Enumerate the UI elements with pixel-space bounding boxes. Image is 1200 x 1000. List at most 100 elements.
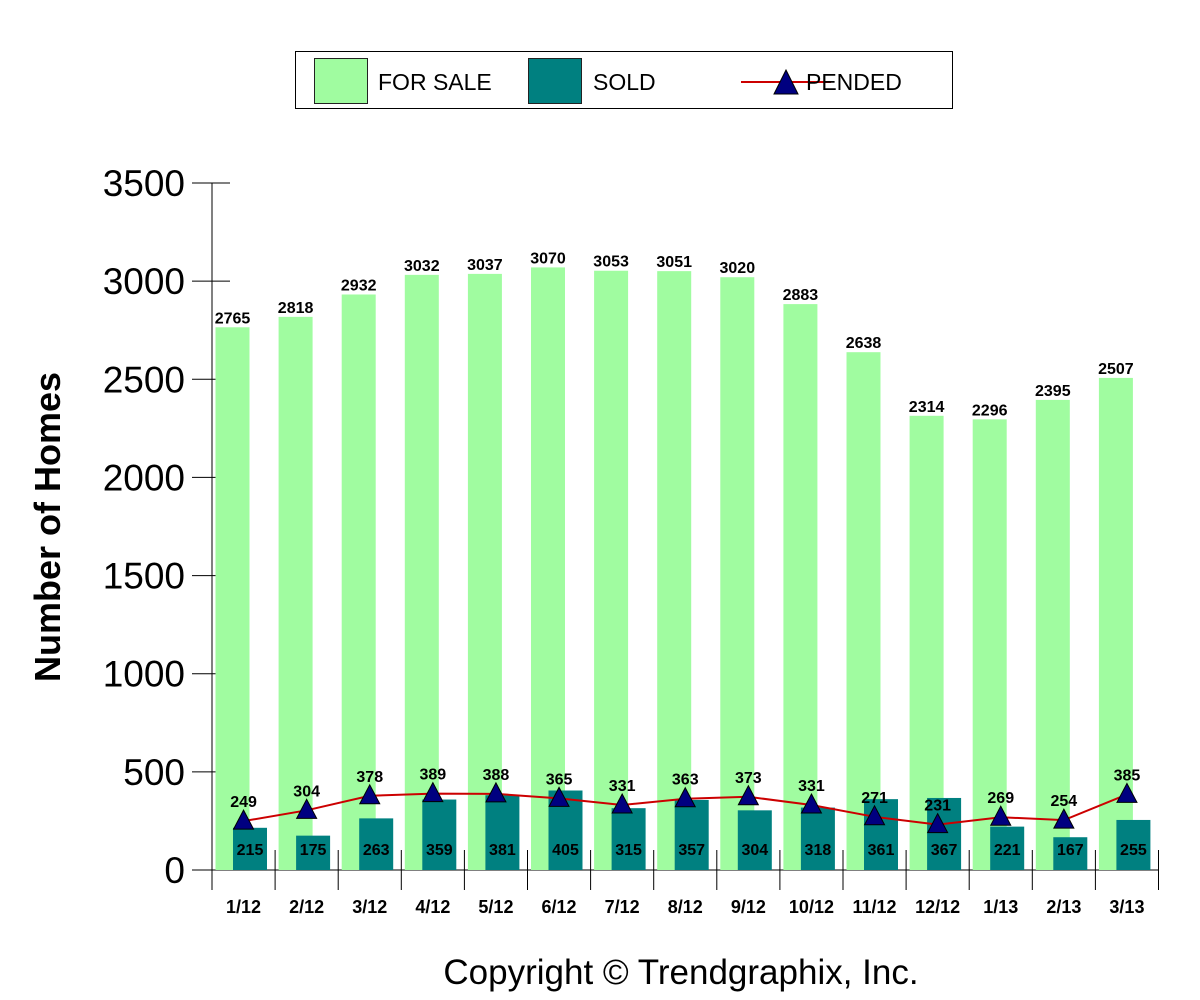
legend-swatch-pended [741,68,831,95]
x-tick-label: 8/12 [668,897,703,917]
x-tick-label: 6/12 [542,897,577,917]
data-label-for-sale: 3070 [530,250,566,267]
data-label-for-sale: 2765 [215,310,251,327]
y-tick-label: 1500 [103,556,185,597]
x-tick-label: 1/12 [226,897,261,917]
data-label-for-sale: 2638 [846,335,882,352]
data-label-pended: 269 [987,790,1014,807]
bar-for-sale [783,304,818,870]
bar-sold [611,808,646,870]
marker-pended [1116,782,1138,803]
bar-for-sale [531,267,565,871]
y-tick-label: 1000 [103,654,185,695]
bar-sold [864,799,898,870]
data-label-for-sale: 2395 [1035,383,1071,400]
bar-for-sale [972,419,1007,870]
x-tick-label: 2/12 [289,897,324,917]
data-label-pended: 304 [293,783,320,800]
x-tick-label: 1/13 [983,897,1018,917]
bar-for-sale [657,271,692,870]
data-label-pended: 271 [861,790,888,807]
bar-sold [927,797,962,870]
y-tick-label: 3500 [103,163,185,204]
marker-pended [1053,808,1075,829]
data-label-sold: 381 [489,842,516,859]
bar-sold [800,807,835,870]
bar-sold [737,810,772,870]
data-label-for-sale: 3037 [467,257,503,274]
y-tick-label: 2000 [103,457,185,498]
data-label-for-sale: 3053 [593,254,629,271]
data-label-sold: 405 [552,842,579,859]
x-tick-label: 10/12 [789,897,834,917]
data-label-pended: 331 [798,778,825,795]
data-label-for-sale: 2932 [341,277,377,294]
marker-pended [989,805,1012,826]
data-label-pended: 231 [924,798,951,815]
y-tick-label: 3000 [103,261,185,302]
x-tick-label: 3/12 [352,897,387,917]
data-label-pended: 385 [1114,767,1141,784]
legend-swatch-sold [528,58,582,104]
data-label-for-sale: 2883 [783,287,819,304]
x-tick-label: 5/12 [478,897,513,917]
bar-sold [1053,837,1088,870]
data-label-sold: 367 [931,842,958,859]
data-label-sold: 318 [805,842,832,859]
data-label-sold: 304 [741,842,768,859]
legend-label-sold: SOLD [593,69,656,95]
data-label-pended: 388 [483,767,510,784]
marker-pended [611,792,633,814]
marker-pended [485,781,507,803]
data-label-pended: 365 [546,771,573,788]
data-label-sold: 315 [615,842,642,859]
marker-pended [926,812,949,834]
bar-sold [233,827,267,870]
bar-for-sale [341,294,376,870]
legend-swatch-for-sale [314,58,368,104]
bar-sold [422,799,457,870]
copyright-notice: Copyright © Trendgraphix, Inc. [443,953,919,992]
y-tick-label: 0 [164,850,185,891]
data-label-pended: 389 [419,767,446,784]
bar-for-sale [467,273,502,871]
data-label-for-sale: 3020 [720,260,756,277]
data-label-pended: 373 [735,770,762,787]
bar-for-sale [846,352,881,871]
marker-pended [295,798,318,819]
bar-sold [1116,819,1151,870]
marker-pended [358,783,381,805]
data-label-for-sale: 3032 [404,258,440,275]
x-tick-label: 9/12 [731,897,766,917]
legend-label-for-sale: FOR SALE [378,69,492,95]
bar-sold [359,818,394,870]
data-label-pended: 378 [356,769,383,786]
data-label-for-sale: 3051 [656,254,692,271]
x-tick-label: 4/12 [415,897,450,917]
bar-for-sale [215,327,250,870]
bar-for-sale [909,415,944,870]
data-label-pended: 249 [230,794,257,811]
bar-sold [296,835,331,870]
data-label-sold: 359 [426,842,453,859]
data-label-pended: 254 [1050,793,1077,810]
data-label-pended: 331 [609,778,636,795]
data-label-sold: 167 [1057,842,1084,859]
data-label-pended: 363 [672,772,699,789]
x-tick-label: 12/12 [915,897,960,917]
data-label-sold: 263 [363,842,390,859]
marker-pended [800,792,823,814]
bar-for-sale [1035,399,1070,870]
x-tick-label: 2/13 [1046,897,1081,917]
marker-pended [737,784,760,806]
x-tick-label: 11/12 [853,897,897,917]
y-tick-label: 2500 [103,359,185,400]
marker-pended [232,809,255,830]
data-label-sold: 175 [300,842,327,859]
legend-label-pended: PENDED [806,69,902,95]
bar-for-sale [278,316,313,871]
bar-for-sale [404,274,439,871]
data-label-for-sale: 2314 [909,399,945,416]
data-label-sold: 221 [994,842,1021,859]
